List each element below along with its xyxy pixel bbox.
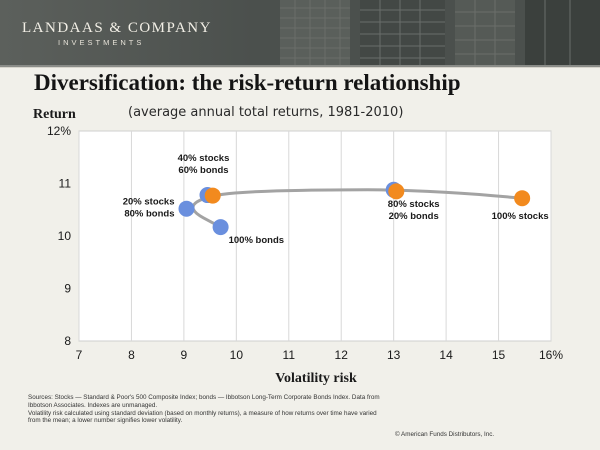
x-tick-label: 14 <box>439 348 453 362</box>
x-tick-label: 11 <box>283 348 296 362</box>
point-label: 20% bonds <box>389 211 439 222</box>
x-tick-label: 7 <box>76 348 83 362</box>
plot-area <box>78 130 552 342</box>
header-banner: LANDAAS & COMPANY INVESTMENTS <box>0 0 600 65</box>
data-point <box>212 219 229 236</box>
sources-line: from the mean; a lower number signifies … <box>28 417 183 425</box>
x-tick-label: 8 <box>128 348 135 362</box>
header-divider <box>0 65 600 67</box>
point-label: 80% stocks <box>388 199 440 210</box>
sources-note: Sources: Stocks — Standard & Poor's 500 … <box>28 394 568 425</box>
data-point <box>514 190 531 207</box>
y-axis-label: Return <box>33 107 76 122</box>
data-point <box>178 200 195 217</box>
header-divider-light <box>0 67 600 68</box>
y-tick-label: 12% <box>47 124 71 138</box>
sources-line: Volatility risk calculated using standar… <box>28 409 377 417</box>
y-tick-label: 11 <box>59 177 72 191</box>
sources-line: Ibbotson Associates. Indexes are unmanag… <box>28 401 158 409</box>
data-point <box>204 187 221 204</box>
point-label: 40% stocks <box>178 153 230 164</box>
company-logo-subtitle: INVESTMENTS <box>58 38 145 47</box>
point-label: 80% bonds <box>124 209 174 220</box>
x-tick-label: 13 <box>387 348 401 362</box>
x-tick-label: 9 <box>181 348 188 362</box>
slide-title: Diversification: the risk-return relatio… <box>34 70 461 95</box>
y-tick-label: 10 <box>58 229 72 243</box>
building-image <box>250 0 600 65</box>
point-label: 20% stocks <box>123 197 175 208</box>
company-logo: LANDAAS & COMPANY <box>22 20 212 36</box>
point-label: 60% bonds <box>178 165 228 176</box>
frontier-line <box>191 188 524 229</box>
sources-line: Sources: Stocks — Standard & Poor's 500 … <box>28 394 380 401</box>
y-tick-label: 8 <box>64 334 71 348</box>
x-tick-label: 15 <box>492 348 506 362</box>
x-tick-label: 10 <box>230 348 244 362</box>
point-label: 100% bonds <box>229 235 284 246</box>
data-point <box>388 183 405 200</box>
copyright-note: © American Funds Distributors, Inc. <box>395 431 495 438</box>
chart-subtitle: (average annual total returns, 1981-2010… <box>128 105 404 120</box>
y-tick-label: 9 <box>64 282 71 296</box>
x-tick-label: 16% <box>539 348 563 362</box>
x-tick-label: 12 <box>335 348 349 362</box>
x-axis-label: Volatility risk <box>275 371 357 386</box>
point-label: 100% stocks <box>492 211 549 222</box>
